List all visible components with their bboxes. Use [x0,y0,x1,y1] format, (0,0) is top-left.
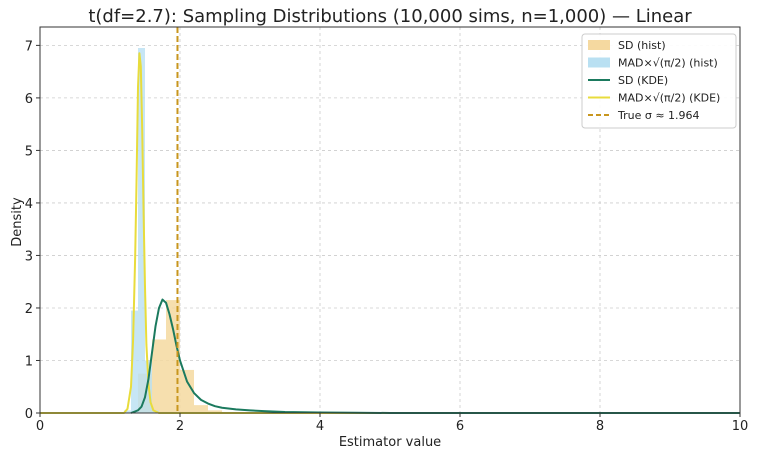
x-tick-label: 10 [732,419,749,434]
y-tick-label: 5 [25,144,33,159]
y-axis-label: Density [10,197,25,247]
y-tick-label: 3 [25,249,33,264]
legend-swatch [588,57,610,68]
x-axis-label: Estimator value [339,435,441,450]
y-tick-label: 1 [25,354,33,369]
sd-hist-bar [180,369,194,413]
y-tick-label: 6 [25,92,33,107]
legend-label: MAD×√(π/2) (hist) [618,57,718,70]
x-tick-label: 6 [456,419,464,434]
x-tick-label: 8 [596,419,604,434]
mad-hist-bar [131,310,138,413]
legend-label: SD (hist) [618,39,666,52]
legend: SD (hist) MAD×√(π/2) (hist) SD (KDE) MAD×√(… [581,33,737,129]
mad-hist-bar [138,48,145,413]
x-tick-label: 4 [316,419,324,434]
legend-swatch [588,40,610,50]
sd-hist-bar [194,405,208,413]
y-tick-label: 4 [25,197,33,212]
plot-frame [39,26,741,414]
chart-title: t(df=2.7): Sampling Distributions (10,00… [88,6,692,27]
mad-hist-bar [124,410,131,413]
axis-ticks: 0 2 4 6 8 10 0 1 2 3 4 5 6 7 [25,39,749,434]
y-tick-label: 0 [25,407,33,422]
mad-kde-line [40,52,740,414]
y-tick-label: 2 [25,302,33,317]
y-tick-label: 7 [25,39,33,54]
legend-label: SD (KDE) [618,74,668,87]
legend-label: MAD×√(π/2) (KDE) [618,92,720,105]
plot-border [39,26,741,414]
sd-hist-bar [152,339,166,413]
sd-hist-bar [208,410,222,413]
legend-box [581,33,737,129]
x-tick-label: 2 [176,419,184,434]
x-tick-label: 0 [36,419,44,434]
legend-label: True σ ≈ 1.964 [617,109,700,122]
